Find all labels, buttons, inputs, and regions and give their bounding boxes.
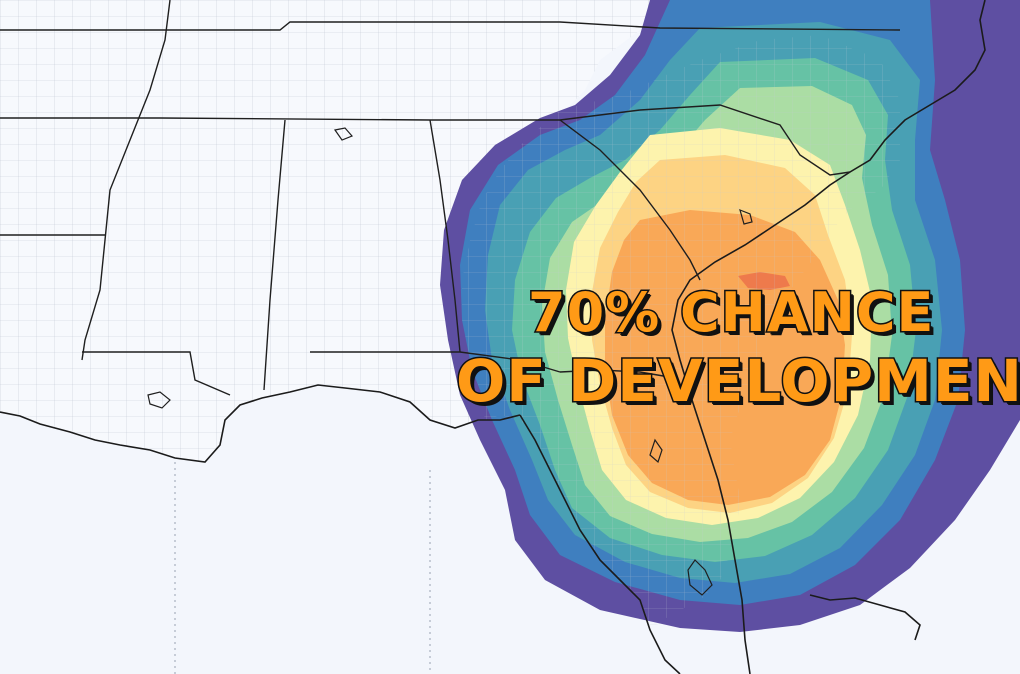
state-borders [0,0,901,396]
coastline [0,0,986,674]
headline-line-2: OF DEVELOPMENT [455,347,1020,415]
headline-line-1: 70% CHANCE [526,281,935,344]
lakes [147,127,753,596]
shaded-county-grid [462,35,900,630]
land-county-grid [0,0,660,462]
